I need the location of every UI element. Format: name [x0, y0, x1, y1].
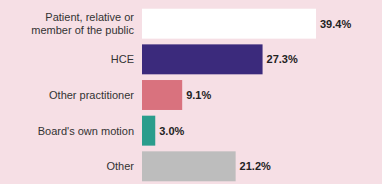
chart: Patient, relative ormember of the public…	[0, 0, 382, 184]
data-label: 3.0%	[159, 125, 184, 137]
data-label: 39.4%	[320, 18, 351, 30]
data-label: 21.2%	[240, 160, 271, 172]
data-labels: 39.4% 27.3% 9.1% 3.0% 21.2%	[159, 18, 351, 173]
category-label: Other practitioner	[49, 89, 134, 101]
category-label: Board's own motion	[38, 125, 134, 137]
bar	[142, 116, 155, 146]
background	[0, 0, 382, 184]
bar	[142, 151, 236, 181]
bars	[142, 9, 316, 182]
category-label: Patient, relative ormember of the public	[31, 11, 134, 36]
category-labels: Patient, relative ormember of the public…	[31, 11, 134, 172]
bar	[142, 9, 316, 39]
data-label: 9.1%	[186, 89, 211, 101]
category-label: Other	[106, 160, 134, 172]
data-label: 27.3%	[267, 53, 298, 65]
bar	[142, 80, 182, 110]
category-label: HCE	[111, 53, 134, 65]
bar	[142, 44, 263, 74]
